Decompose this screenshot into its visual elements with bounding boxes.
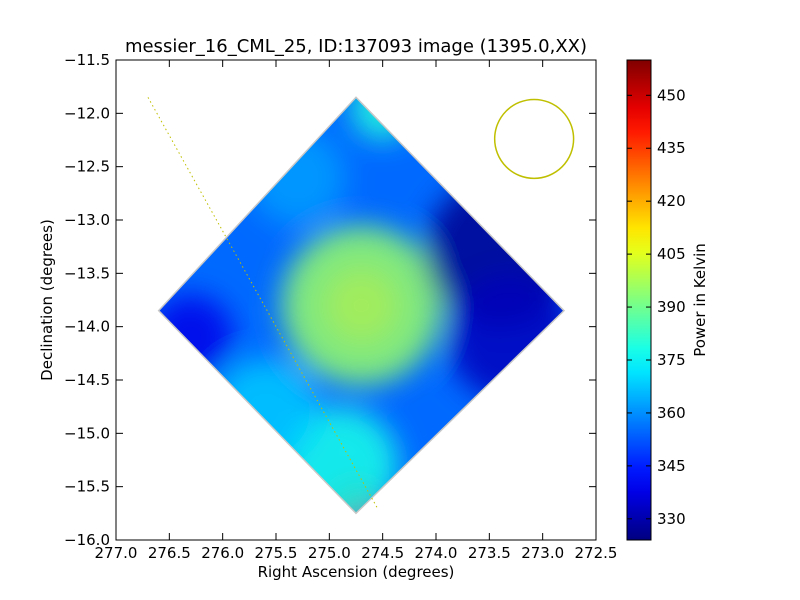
- colorbar: 330 345 360 375 390 405 420 435 450 Power in Kel…: [626, 59, 709, 541]
- colorbar-label: Power in Kelvin: [691, 243, 709, 357]
- x-axis-label: Right Ascension (degrees): [258, 563, 455, 581]
- x-tick-label: 275.5: [255, 544, 298, 562]
- chart-title: messier_16_CML_25, ID:137093 image (1395…: [125, 36, 587, 57]
- x-tick-label: 276.5: [148, 544, 191, 562]
- x-tick-label: 274.0: [415, 544, 458, 562]
- colorbar-tick-label: 360: [657, 404, 686, 422]
- colorbar-tick-label: 450: [657, 86, 686, 104]
- dotted-track-line: [147, 97, 378, 509]
- colorbar-ticks: 330 345 360 375 390 405 420 435 450: [627, 86, 686, 528]
- y-tick-label: −11.5: [64, 51, 110, 69]
- y-tick-label: −13.5: [64, 264, 110, 282]
- x-tick-label: 274.5: [361, 544, 404, 562]
- y-tick-label: −13.0: [64, 211, 110, 229]
- x-tick-label: 276.0: [201, 544, 244, 562]
- x-axis-ticks: 277.0 276.5 276.0 275.5 275.0 274.5 274.0 273.5…: [95, 60, 618, 562]
- colorbar-tick-label: 330: [657, 510, 686, 528]
- colorbar-tick-label: 405: [657, 245, 686, 263]
- y-tick-label: −14.0: [64, 318, 110, 336]
- y-tick-label: −16.0: [64, 531, 110, 549]
- colorbar-tick-label: 420: [657, 192, 686, 210]
- y-tick-label: −15.0: [64, 424, 110, 442]
- x-tick-label: 272.5: [575, 544, 618, 562]
- y-tick-label: −12.0: [64, 104, 110, 122]
- colorbar-fill: [626, 59, 652, 541]
- y-tick-label: −12.5: [64, 158, 110, 176]
- x-tick-label: 275.0: [308, 544, 351, 562]
- colorbar-tick-label: 375: [657, 351, 686, 369]
- plot-frame: [115, 59, 597, 541]
- y-tick-label: −15.5: [64, 478, 110, 496]
- y-axis-label: Declination (degrees): [38, 219, 56, 381]
- colorbar-tick-label: 345: [657, 457, 686, 475]
- x-tick-label: 277.0: [95, 544, 138, 562]
- colorbar-tick-label: 390: [657, 298, 686, 316]
- footprint-outline: [157, 96, 566, 515]
- colorbar-tick-label: 435: [657, 139, 686, 157]
- x-tick-label: 273.5: [468, 544, 511, 562]
- x-tick-label: 273.0: [521, 544, 564, 562]
- y-axis-ticks: −11.5 −12.0 −12.5 −13.0 −13.5 −14.0 −14.5 −15.0…: [64, 51, 596, 549]
- plot-area: 277.0 276.5 276.0 275.5 275.0 274.5 274.0 273.5…: [64, 51, 617, 562]
- y-tick-label: −14.5: [64, 371, 110, 389]
- beam-circle: [493, 98, 575, 180]
- heatmap-feature: [281, 225, 442, 386]
